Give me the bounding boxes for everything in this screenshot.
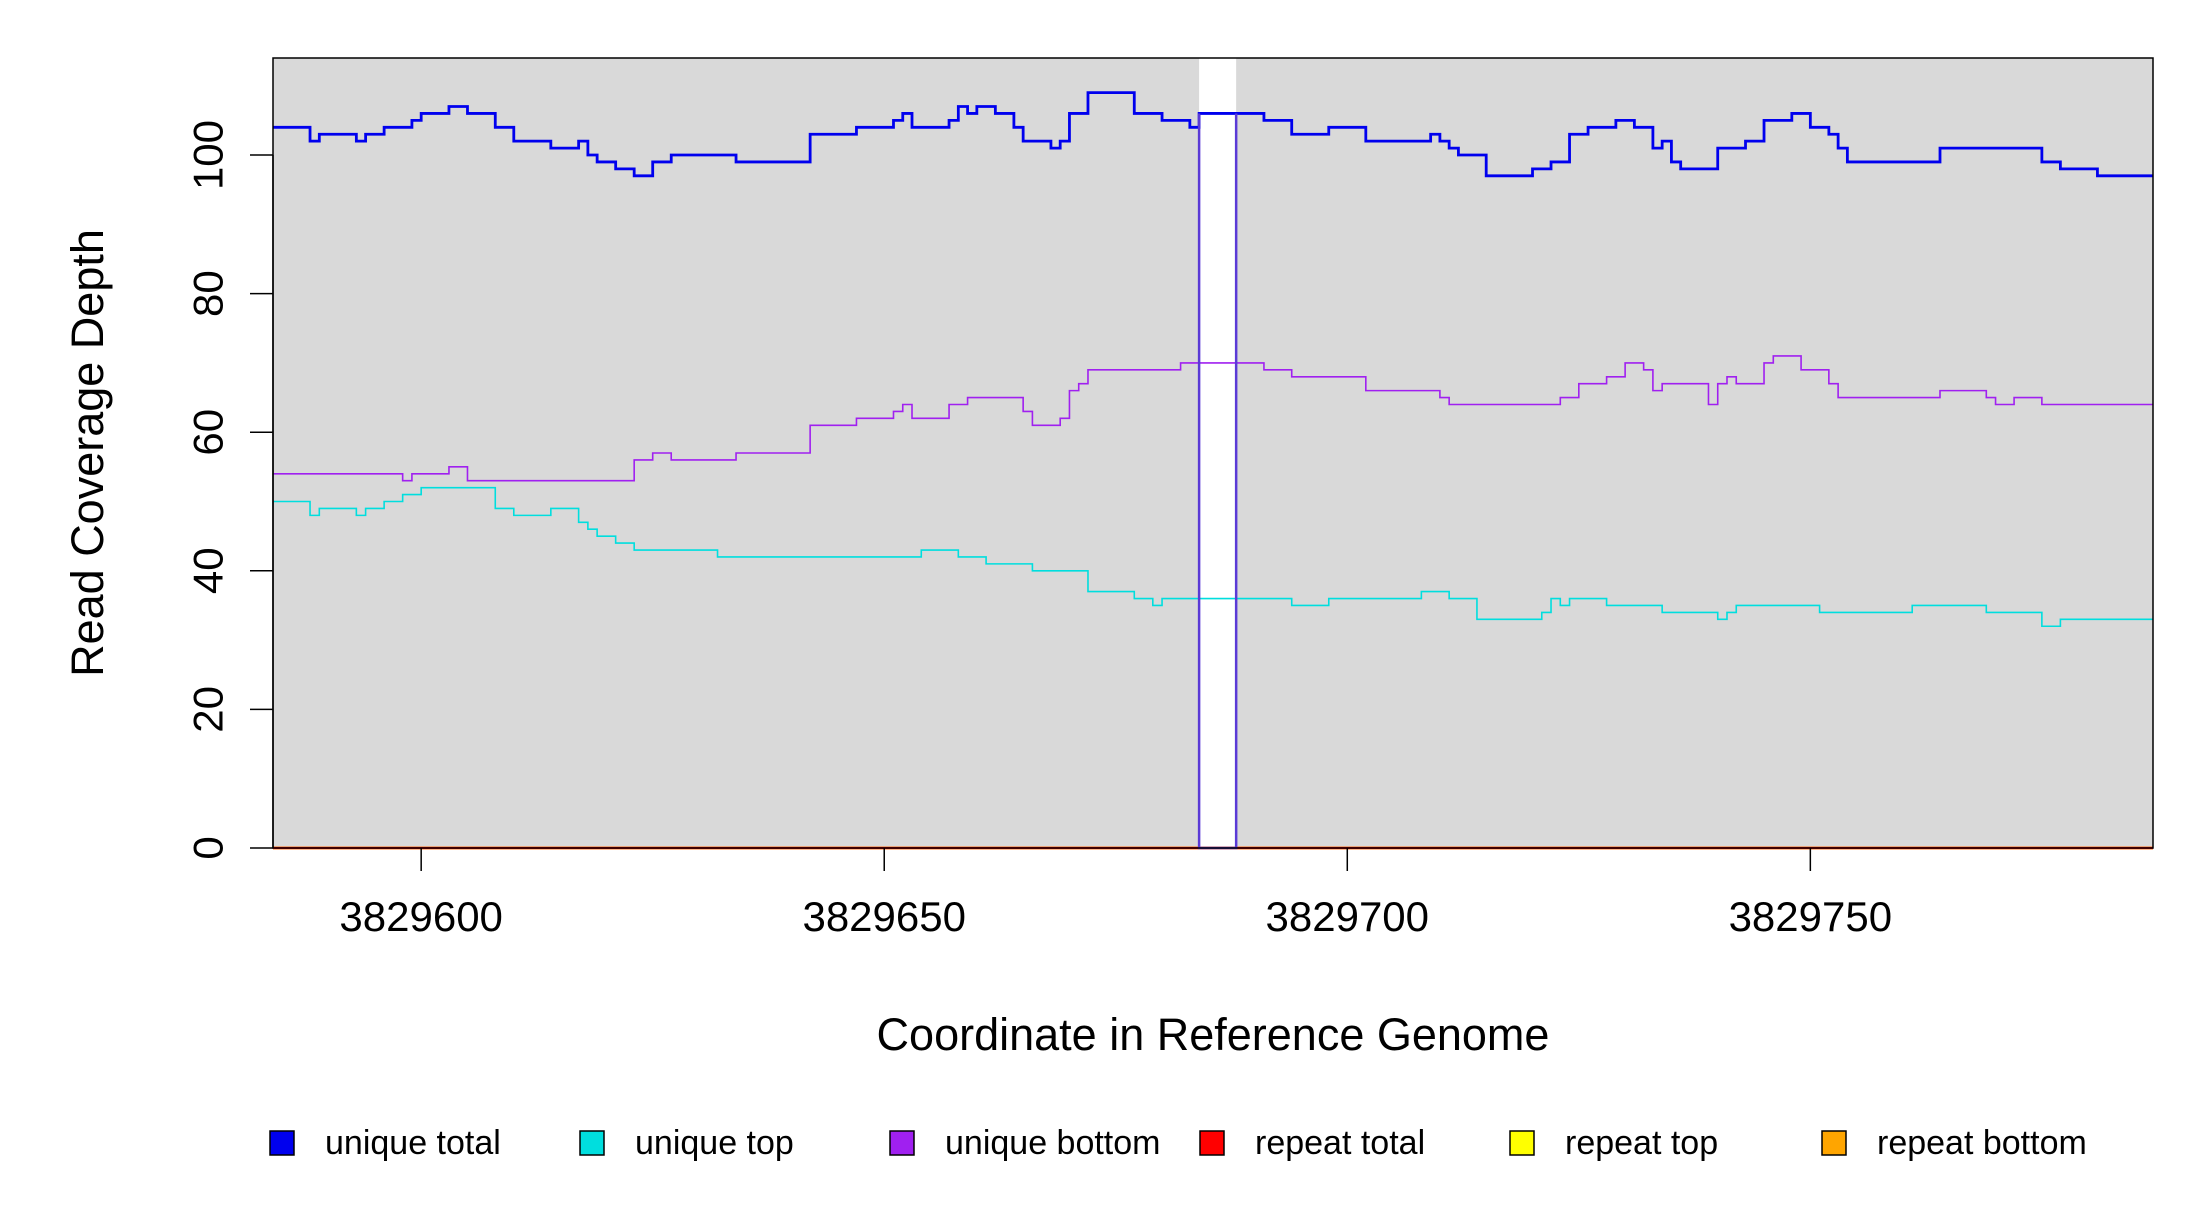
x-tick-label: 3829600 xyxy=(339,893,503,940)
legend-swatch-repeat-top xyxy=(1509,1130,1535,1156)
highlight-region xyxy=(1199,58,1237,848)
legend-swatch-unique-top xyxy=(579,1130,605,1156)
legend-label-unique-total: unique total xyxy=(325,1124,501,1162)
y-tick-label: 60 xyxy=(185,409,232,456)
legend: unique total unique top unique bottom repea… xyxy=(269,1124,2087,1162)
series-line-unique-total xyxy=(273,91,2153,178)
series-line-unique-bottom xyxy=(273,355,2153,482)
x-tick-label: 3829700 xyxy=(1266,893,1430,940)
y-tick-label: 80 xyxy=(185,270,232,317)
series-line-unique-top xyxy=(273,486,2153,628)
legend-swatch-repeat-total xyxy=(1199,1130,1225,1156)
legend-label-repeat-bottom: repeat bottom xyxy=(1877,1124,2087,1162)
legend-label-repeat-total: repeat total xyxy=(1255,1124,1425,1162)
legend-label-unique-top: unique top xyxy=(635,1124,794,1162)
legend-swatch-repeat-bottom xyxy=(1821,1130,1847,1156)
y-tick-label: 100 xyxy=(185,120,232,190)
legend-label-unique-bottom: unique bottom xyxy=(945,1124,1161,1162)
highlight-layer xyxy=(1199,58,1237,848)
legend-label-repeat-top: repeat top xyxy=(1565,1124,1718,1162)
y-tick-label: 0 xyxy=(185,836,232,859)
x-axis-title: Coordinate in Reference Genome xyxy=(877,1009,1550,1060)
y-tick-label: 40 xyxy=(185,547,232,594)
x-tick-label: 3829650 xyxy=(802,893,966,940)
x-tick-label: 3829750 xyxy=(1729,893,1893,940)
x-axis: 3829600 3829650 3829700 3829750 xyxy=(339,848,1892,940)
y-tick-label: 20 xyxy=(185,686,232,733)
y-axis: 0 20 40 60 80 100 xyxy=(185,120,274,860)
y-axis-title: Read Coverage Depth xyxy=(62,229,113,677)
legend-swatch-unique-bottom xyxy=(889,1130,915,1156)
legend-swatch-unique-total xyxy=(269,1130,295,1156)
